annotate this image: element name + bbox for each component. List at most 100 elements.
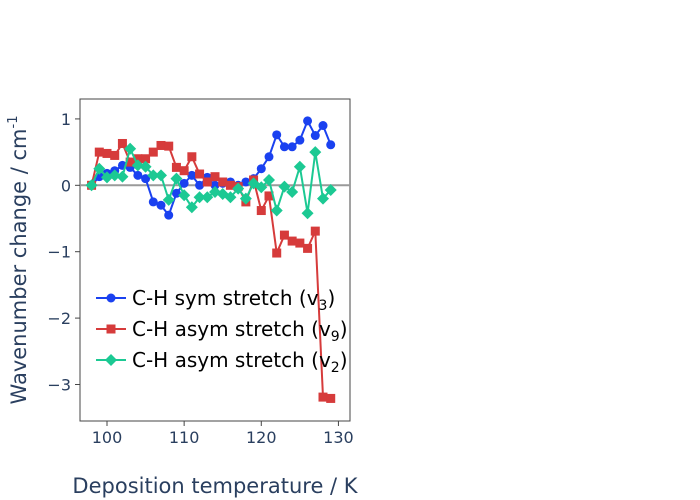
data-point [278, 180, 291, 193]
data-point [110, 150, 120, 160]
x-tick-label: 100 [92, 428, 123, 447]
data-point [256, 164, 266, 174]
y-tick-label: 0 [61, 176, 71, 195]
data-point [279, 230, 289, 240]
data-point [155, 169, 167, 182]
legend-label-end: ) [340, 317, 348, 341]
legend-label-sub: 2 [331, 360, 340, 376]
data-point [218, 177, 228, 187]
data-point [148, 197, 158, 207]
y-tick-label: −3 [47, 375, 71, 394]
data-point [201, 191, 214, 204]
data-point [102, 148, 112, 158]
data-point [287, 236, 297, 246]
legend-label-sub: 9 [331, 329, 340, 345]
data-point [317, 192, 329, 205]
data-point [210, 180, 220, 190]
legend-item: C-H sym stretch (v3) [96, 286, 335, 314]
data-point [133, 170, 143, 180]
data-point [187, 170, 197, 180]
data-point [108, 169, 121, 182]
legend-label: C-H sym stretch (v3) [132, 286, 335, 314]
y-axis-title-sup: -1 [6, 116, 21, 129]
y-axis: 1 0 −1 −2 −3 [47, 110, 80, 394]
data-point [162, 193, 175, 206]
data-point [141, 174, 151, 184]
data-point [195, 180, 205, 190]
legend-marker [105, 354, 117, 366]
data-point [318, 392, 328, 402]
data-point [303, 116, 313, 126]
y-tick-label: −2 [47, 309, 71, 328]
data-point [170, 172, 183, 185]
legend-label-sub: 3 [319, 298, 328, 314]
legend-label-main: C-H asym stretch (v [132, 317, 331, 341]
legend: C-H sym stretch (v3)C-H asym stretch (v9… [96, 286, 348, 376]
data-point [117, 138, 127, 148]
data-point [125, 157, 135, 167]
data-point [156, 140, 166, 150]
data-point [293, 160, 306, 173]
legend-label-end: ) [327, 286, 335, 310]
data-point [187, 152, 197, 162]
data-point [164, 210, 174, 220]
data-point [185, 201, 198, 214]
data-point [239, 192, 252, 205]
data-point [179, 166, 189, 176]
data-point [270, 204, 283, 217]
data-point [131, 159, 144, 172]
plot-frame [79, 98, 351, 422]
data-point [326, 140, 336, 150]
legend-label: C-H asym stretch (v9) [132, 317, 348, 345]
data-point [324, 183, 337, 196]
data-point [147, 169, 160, 182]
data-point [326, 393, 336, 403]
y-tick-label: −1 [47, 243, 71, 262]
data-point [232, 182, 245, 195]
data-point [148, 147, 158, 157]
x-tick-label: 130 [323, 428, 354, 447]
series-layer [85, 116, 337, 403]
data-point [272, 130, 282, 140]
data-point [295, 135, 305, 145]
plot-area [79, 98, 351, 422]
data-point [116, 170, 129, 183]
data-point [195, 169, 205, 179]
legend-label-main: C-H sym stretch (v [132, 286, 319, 310]
legend-marker [106, 324, 116, 334]
x-tick-label: 110 [169, 428, 200, 447]
data-point [247, 177, 260, 190]
data-point [301, 207, 314, 220]
x-axis: 100 110 120 130 [92, 421, 354, 447]
data-point [279, 142, 289, 152]
data-point [94, 147, 104, 157]
series-2 [87, 138, 336, 403]
y-axis-title-main: Wavenumber change / cm [7, 128, 31, 404]
data-point [256, 206, 266, 216]
legend-label: C-H asym stretch (v2) [132, 348, 348, 376]
data-point [310, 131, 320, 141]
data-point [225, 180, 235, 190]
x-axis-title: Deposition temperature / K [72, 474, 358, 498]
data-point [310, 226, 320, 236]
series-3 [85, 142, 337, 220]
data-point [202, 177, 212, 187]
data-point [255, 181, 268, 194]
legend-label-end: ) [340, 348, 348, 372]
data-point [303, 243, 313, 253]
data-point [193, 191, 206, 204]
data-point [210, 172, 220, 182]
data-point [295, 238, 305, 248]
data-point [178, 189, 191, 202]
y-axis-title: Wavenumber change / cm-1 [6, 116, 31, 405]
y-tick-label: 1 [61, 110, 71, 129]
data-point [93, 162, 106, 175]
data-point [264, 152, 274, 162]
data-point [179, 178, 189, 188]
data-point [287, 142, 297, 152]
legend-item: C-H asym stretch (v2) [96, 348, 348, 376]
data-point [264, 191, 274, 201]
legend-item: C-H asym stretch (v9) [96, 317, 348, 345]
data-point [164, 141, 174, 151]
